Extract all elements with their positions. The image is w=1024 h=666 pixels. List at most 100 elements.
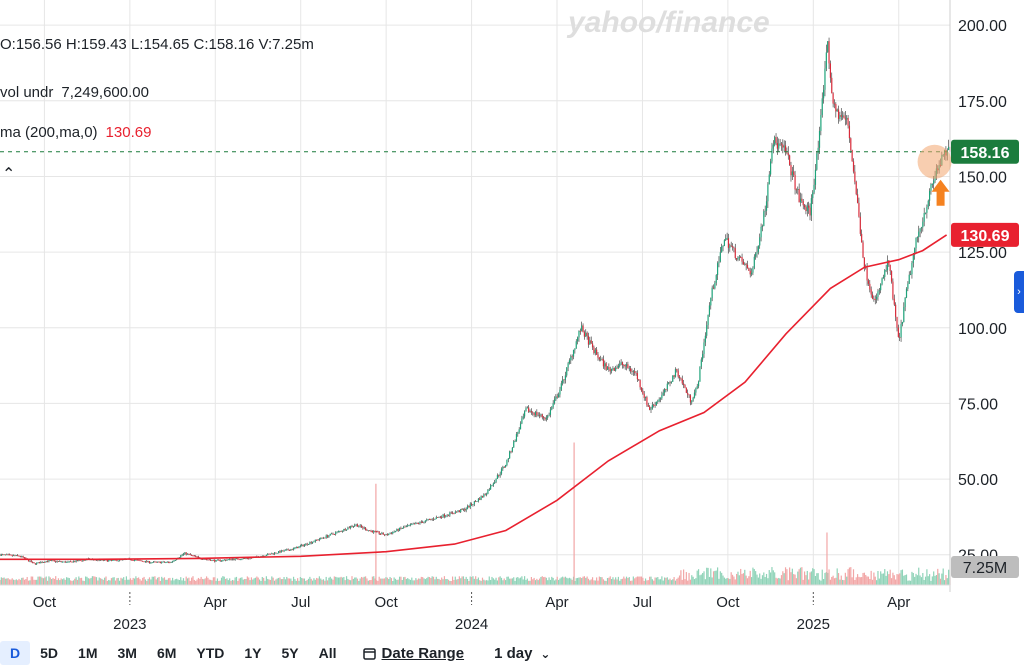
volume-bar xyxy=(465,576,467,585)
volume-bar xyxy=(233,580,235,585)
volume-bar xyxy=(186,578,189,585)
range-button-d[interactable]: D xyxy=(0,641,31,665)
candle-body xyxy=(51,560,53,562)
candle-body xyxy=(159,561,161,564)
candle-body xyxy=(275,552,277,554)
candle-body xyxy=(309,542,311,545)
candle-body xyxy=(771,148,773,162)
volume-bar xyxy=(3,577,5,585)
volume-bar xyxy=(151,576,153,585)
candle-body xyxy=(434,519,436,520)
candle-body xyxy=(538,415,541,417)
candle-body xyxy=(381,532,383,534)
range-button-5d[interactable]: 5D xyxy=(40,645,59,661)
range-button-ytd[interactable]: YTD xyxy=(196,645,225,661)
candle-body xyxy=(620,362,622,364)
candle-body xyxy=(180,555,182,558)
candle-body xyxy=(515,434,518,442)
candle-body xyxy=(466,506,469,509)
volume-bar xyxy=(948,569,950,585)
volume-bar xyxy=(719,571,721,585)
candle-body xyxy=(318,539,320,541)
candle-body xyxy=(33,562,35,564)
chevron-up-icon[interactable]: ⌃ xyxy=(2,166,16,183)
x-tick-label: Jul xyxy=(291,594,310,611)
candles xyxy=(0,37,951,565)
volume-bar xyxy=(620,579,622,585)
candle-body xyxy=(727,238,730,248)
x-tick-label: Oct xyxy=(33,594,57,611)
range-button-6m[interactable]: 6M xyxy=(156,645,177,661)
volume-badge: 7.25M xyxy=(963,560,1007,577)
volume-bar xyxy=(8,579,11,585)
price-chart[interactable]: 25.0050.0075.00100.00125.00150.00175.002… xyxy=(0,0,1024,640)
candle-body xyxy=(148,561,151,563)
volume-bar xyxy=(82,580,84,585)
volume-bar xyxy=(394,578,397,585)
volume-bar xyxy=(529,580,531,585)
volume-bar xyxy=(412,580,414,585)
range-button-5y[interactable]: 5Y xyxy=(281,645,299,661)
candle-body xyxy=(404,526,406,528)
volume-bar xyxy=(407,578,409,585)
expand-panel-button[interactable]: › xyxy=(1014,271,1024,313)
volume-bar xyxy=(11,578,13,585)
volume-bar xyxy=(21,577,23,585)
volume-bar xyxy=(173,580,175,585)
candle-body xyxy=(799,198,802,203)
candle-body xyxy=(301,544,303,546)
date-range-button[interactable]: Date Range xyxy=(362,645,464,662)
candle-body xyxy=(650,408,652,410)
volume-bar xyxy=(428,577,431,585)
candle-body xyxy=(278,551,280,553)
candle-body xyxy=(920,227,923,229)
ma-price-badge-bg xyxy=(951,222,1019,247)
volume-bar xyxy=(324,580,326,585)
interval-select[interactable]: 1 day ⌄ xyxy=(494,645,550,662)
candle-body xyxy=(225,559,227,561)
volume-bar xyxy=(415,578,417,585)
volume-bar xyxy=(248,577,250,585)
volume-bar xyxy=(583,576,586,585)
candle-body xyxy=(687,392,689,395)
volume-bar xyxy=(557,579,560,585)
volume-bar xyxy=(610,578,613,585)
candle-body xyxy=(877,291,879,297)
last-price-badge: 158.16 xyxy=(961,145,1010,162)
candle-body xyxy=(341,530,344,532)
volume-bar xyxy=(110,578,113,585)
volume-bar xyxy=(635,577,637,585)
candle-body xyxy=(655,401,658,406)
volume-bar xyxy=(56,580,58,585)
candle-body xyxy=(513,441,515,448)
candle-body xyxy=(761,226,764,227)
volume-bar xyxy=(322,579,325,585)
candle-body xyxy=(363,527,365,529)
candle-body xyxy=(833,103,836,105)
volume-bar xyxy=(609,576,611,585)
volume-bar xyxy=(534,580,537,585)
candle-body xyxy=(219,559,221,562)
candle-body xyxy=(65,561,68,563)
volume-bar xyxy=(665,577,667,585)
volume-bar xyxy=(265,576,267,585)
candle-body xyxy=(528,407,530,412)
volume-bar xyxy=(27,580,30,585)
volume-bar xyxy=(176,578,178,585)
candle-body xyxy=(866,267,868,281)
candle-body xyxy=(283,550,285,552)
range-button-3m[interactable]: 3M xyxy=(117,645,137,661)
volume-bar xyxy=(127,579,129,585)
candle-body xyxy=(488,489,490,491)
volume-bar xyxy=(343,577,345,585)
range-button-all[interactable]: All xyxy=(318,645,337,661)
candle-body xyxy=(394,530,397,532)
volume-bar xyxy=(850,567,852,585)
candle-body xyxy=(889,264,891,272)
ma-line xyxy=(0,234,948,561)
volume-bar xyxy=(708,576,711,585)
range-button-1m[interactable]: 1M xyxy=(78,645,98,661)
candle-body xyxy=(347,527,349,530)
volume-value: 7,249,600.00 xyxy=(61,84,149,101)
range-button-1y[interactable]: 1Y xyxy=(244,645,262,661)
